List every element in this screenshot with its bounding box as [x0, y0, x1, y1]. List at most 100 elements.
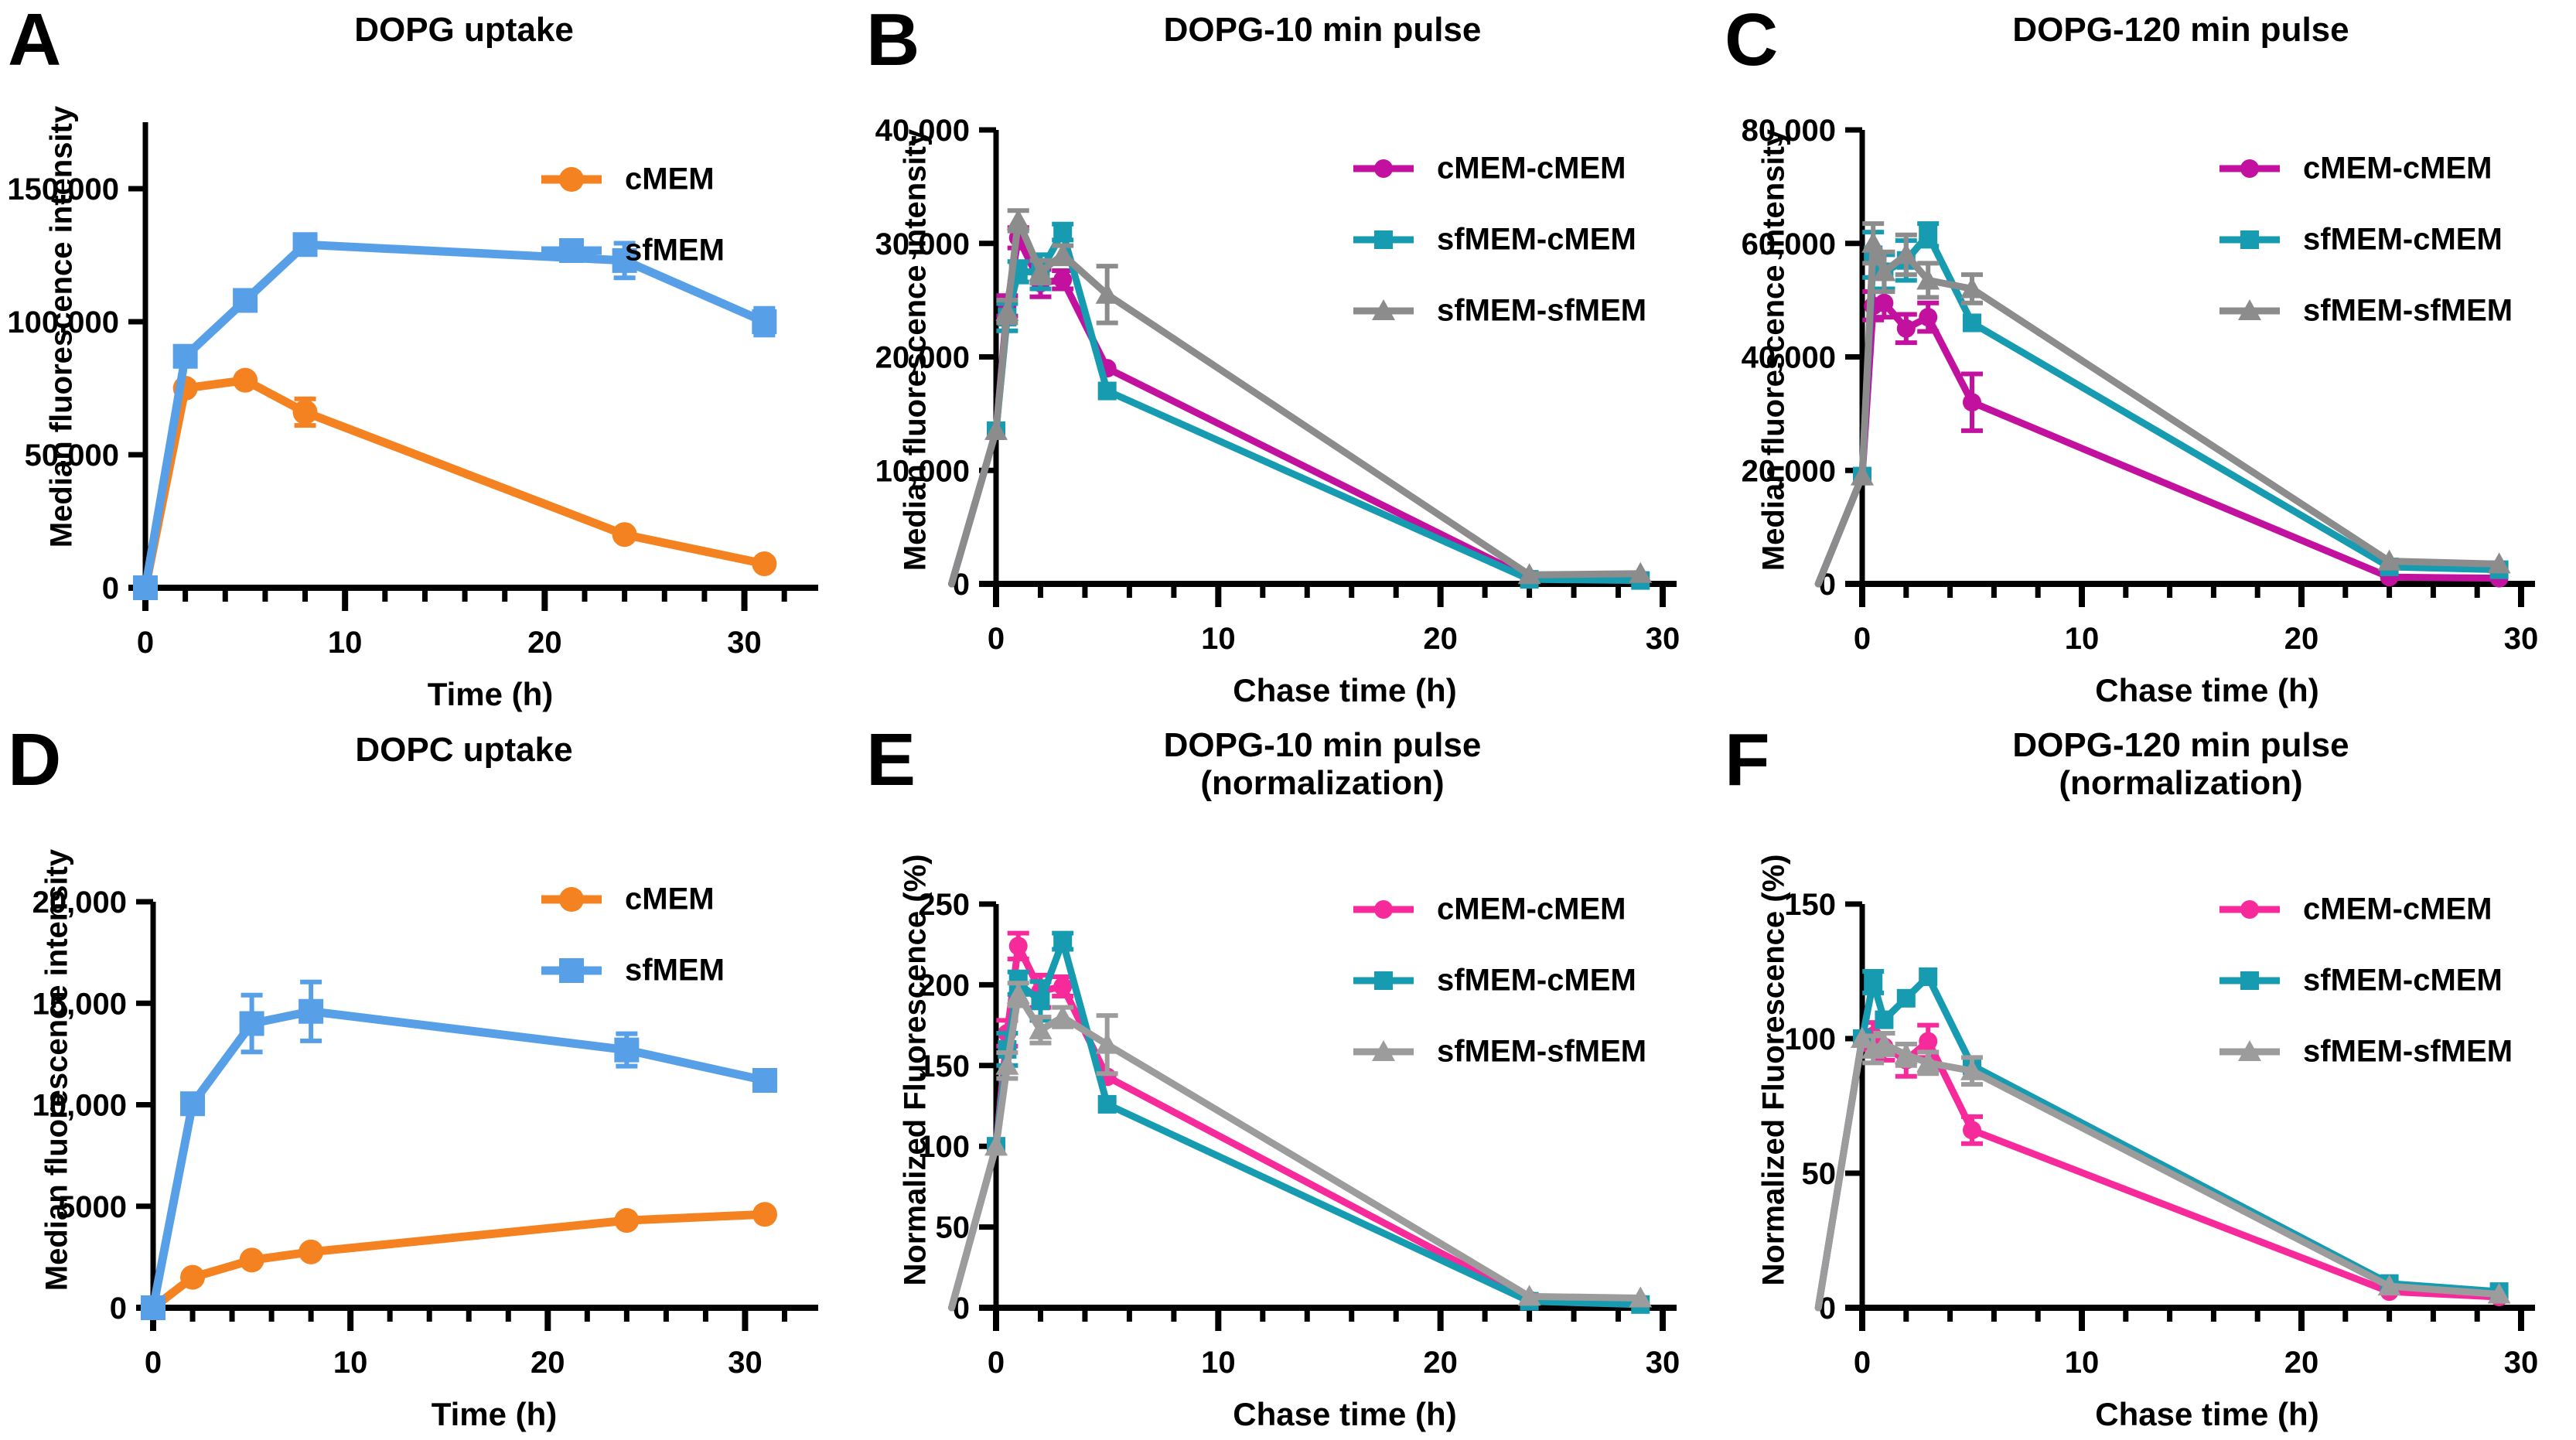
x-axis-title: Chase time (h) [2095, 672, 2318, 708]
panel-title-line: (normalization) [2059, 764, 2303, 803]
legend-entry-cmem-cmem[interactable]: cMEM-cMEM [2219, 152, 2492, 186]
data-point-marker [752, 551, 777, 577]
data-point-marker [1919, 967, 1938, 986]
data-point-marker [133, 575, 158, 600]
data-point-marker [612, 247, 637, 273]
data-point-marker [1374, 230, 1393, 249]
data-point-marker [984, 418, 1008, 440]
series-cmem [133, 367, 777, 600]
x-tick-label: 0 [137, 626, 154, 660]
legend-entry-cmem-cmem[interactable]: cMEM-cMEM [1353, 152, 1626, 186]
legend-entry-sfmem-cmem[interactable]: sfMEM-cMEM [1353, 964, 1636, 998]
data-point-marker [1872, 260, 1896, 282]
data-point-marker [2240, 971, 2259, 990]
legend-label: sfMEM [625, 954, 725, 988]
legend-entry-sfmem-cmem[interactable]: sfMEM-cMEM [2219, 964, 2503, 998]
legend-entry-sfmem-sfmem[interactable]: sfMEM-sfMEM [1353, 1035, 1646, 1069]
series-line [141, 376, 769, 592]
y-tick-label: 150 [918, 1049, 970, 1083]
data-point-marker [752, 1068, 777, 1093]
panel-letter: F [1725, 718, 1770, 801]
panel-title-line: (normalization) [1200, 764, 1445, 803]
x-tick-label: 0 [988, 622, 1005, 656]
x-tick-label: 30 [2504, 1346, 2539, 1380]
data-point-marker [559, 167, 584, 192]
y-tick-label: 5000 [58, 1190, 127, 1224]
data-point-marker [1629, 1286, 1653, 1308]
x-tick-label: 20 [2284, 622, 2319, 656]
data-point-marker [1095, 1032, 1119, 1054]
data-point-marker [1963, 393, 1981, 412]
data-point-marker [1960, 1059, 1984, 1080]
y-tick-label: 50,000 [25, 438, 119, 473]
legend-entry-cmem-cmem[interactable]: cMEM-cMEM [2219, 892, 2492, 926]
data-point-marker [1097, 1094, 1117, 1114]
legend-entry-sfmem[interactable]: sfMEM [541, 234, 725, 268]
data-point-marker [2240, 900, 2259, 919]
data-point-marker [299, 1239, 324, 1264]
series-sfmem-sfmem [1814, 1027, 2511, 1312]
x-tick-label: 0 [988, 1346, 1005, 1380]
series-sfmem [141, 979, 777, 1320]
data-point-marker [1963, 313, 1981, 333]
panel-letter: C [1725, 0, 1778, 81]
data-point-marker [1517, 563, 1541, 585]
panel-title-line: DOPG-10 min pulse [1163, 726, 1482, 764]
data-point-marker [1875, 293, 1894, 312]
panel-title-line: DOPG-10 min pulse [1163, 11, 1482, 49]
panel-title-line: DOPG-120 min pulse [2012, 726, 2349, 764]
x-axis-title: Chase time (h) [2095, 1396, 2318, 1432]
panel-title-line: DOPG uptake [354, 11, 574, 49]
legend-entry-sfmem[interactable]: sfMEM [541, 954, 725, 988]
data-point-marker [1517, 1285, 1541, 1306]
x-tick-label: 20 [1423, 622, 1458, 656]
legend-entry-cmem-cmem[interactable]: cMEM-cMEM [1353, 892, 1626, 926]
y-tick-label: 100,000 [7, 305, 119, 340]
legend-entry-sfmem-sfmem[interactable]: sfMEM-sfMEM [2219, 294, 2513, 328]
data-point-marker [1097, 381, 1117, 401]
series-line [948, 942, 1644, 1312]
data-point-marker [1894, 243, 1918, 264]
x-tick-label: 10 [2065, 622, 2100, 656]
legend-label: cMEM [625, 882, 715, 916]
y-tick-label: 40,000 [875, 114, 970, 148]
data-point-marker [2238, 1040, 2261, 1061]
y-tick-label: 40,000 [1742, 341, 1836, 375]
data-point-marker [292, 399, 318, 425]
data-point-marker [2377, 549, 2401, 571]
data-point-marker [1053, 223, 1073, 242]
series-line [1814, 1032, 2503, 1312]
data-point-marker [1031, 991, 1050, 1011]
legend-entry-sfmem-cmem[interactable]: sfMEM-cMEM [1353, 223, 1636, 257]
legend-entry-sfmem-sfmem[interactable]: sfMEM-sfMEM [2219, 1035, 2513, 1069]
legend-label: sfMEM-cMEM [1437, 964, 1636, 998]
legend-entry-cmem[interactable]: cMEM [541, 162, 715, 196]
x-tick-label: 30 [1646, 622, 1680, 656]
legend-entry-sfmem-cmem[interactable]: sfMEM-cMEM [2219, 223, 2503, 257]
data-point-marker [292, 232, 318, 258]
x-tick-label: 10 [1201, 1346, 1236, 1380]
data-point-marker [1095, 282, 1119, 304]
data-point-marker [559, 238, 584, 263]
data-point-marker [1919, 308, 1938, 327]
data-point-marker [1916, 268, 1940, 290]
data-point-marker [1008, 937, 1028, 956]
data-point-marker [1051, 1005, 1075, 1027]
data-point-marker [1872, 1032, 1896, 1053]
data-point-marker [239, 1247, 264, 1273]
legend-label: sfMEM-sfMEM [1437, 294, 1646, 328]
legend-entry-sfmem-sfmem[interactable]: sfMEM-sfMEM [1353, 294, 1646, 328]
legend-label: sfMEM-sfMEM [2303, 294, 2513, 328]
y-tick-label: 200 [918, 968, 970, 1002]
legend-label: sfMEM-sfMEM [2303, 1035, 2513, 1069]
data-point-marker [1053, 977, 1073, 996]
panel-title: DOPG-120 min pulse (normalization) [1810, 726, 2552, 803]
legend-entry-cmem[interactable]: cMEM [541, 882, 715, 916]
data-point-marker [752, 1202, 777, 1227]
series-line [141, 240, 769, 592]
data-point-marker [239, 1011, 264, 1036]
data-point-marker [1919, 1032, 1938, 1051]
